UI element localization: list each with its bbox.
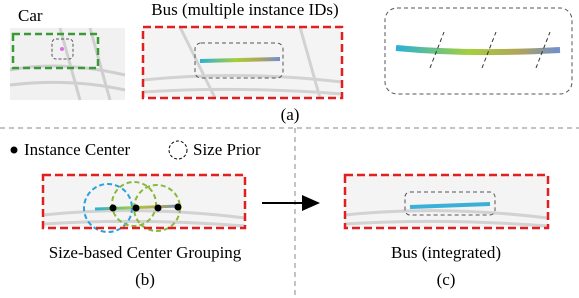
legend-label: Instance Center [24,140,131,159]
panel-a: Car Bus (multiple instance IDs) (a) [10,0,572,124]
legend-label: Size Prior [193,140,261,159]
car-points [60,47,64,51]
bus-label: Bus (multiple instance IDs) [151,0,338,19]
lidar-scan [143,27,342,98]
bus-points [200,59,280,61]
panel-c: Bus (integrated) (c) [345,175,548,289]
panel-label: Size-based Center Grouping [49,243,242,262]
legend-circle [169,141,187,159]
figure: Car Bus (multiple instance IDs) (a) Inst… [0,0,579,298]
panel-b: Size-based Center Grouping (b) [43,175,245,289]
legend: Instance Center Size Prior [11,140,261,159]
panel-label: Bus (integrated) [391,243,501,262]
caption: (b) [135,270,155,289]
caption: (c) [437,270,456,289]
legend-dot [11,147,18,154]
car-label: Car [18,6,43,25]
caption: (a) [281,105,300,124]
zoom-points [396,48,560,52]
